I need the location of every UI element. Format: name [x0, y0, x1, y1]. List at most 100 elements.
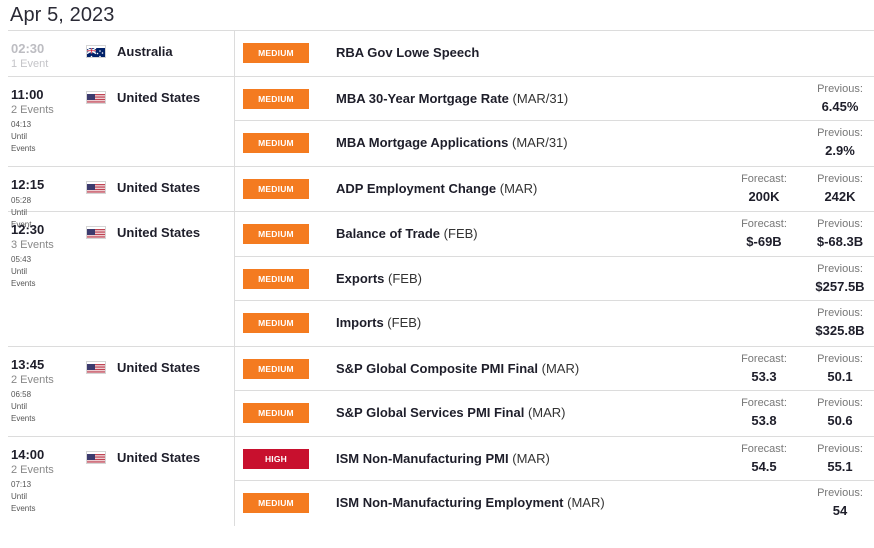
countdown-line: Events: [11, 503, 36, 513]
previous: Previous: 50.6: [805, 397, 874, 428]
event-period: (MAR): [512, 450, 550, 466]
forecast-label: Forecast:: [741, 442, 787, 455]
countdown-line: Until: [11, 491, 28, 501]
previous: Previous: $257.5B: [805, 263, 874, 294]
event-time: 13:45: [11, 356, 45, 372]
countdown: 05:28 Until Event: [11, 195, 81, 231]
us-flag-icon: [86, 90, 106, 104]
event-row[interactable]: MEDIUM Exports (FEB) Previous: $257.5B: [235, 257, 874, 301]
time-column: 11:00 2 Events 04:13 Until Events: [11, 77, 81, 155]
forecast: Forecast: $-69B: [729, 218, 799, 249]
event-count: 2 Events: [11, 103, 54, 116]
previous-label: Previous:: [817, 127, 863, 139]
forecast-label: Forecast:: [741, 397, 787, 409]
previous-label: Previous:: [817, 262, 863, 275]
event-row[interactable]: HIGH ISM Non-Manufacturing PMI (MAR) Forec…: [235, 437, 874, 481]
event-list: MEDIUM S&P Global Composite PMI Final (MA…: [235, 347, 874, 436]
countdown-line: Events: [11, 279, 36, 288]
event-period: (FEB): [388, 270, 422, 286]
impact-badge: MEDIUM: [243, 493, 309, 513]
event-group: 12:30 3 Events 05:43 Until Events United Stat…: [8, 212, 874, 347]
event-row[interactable]: MEDIUM ISM Non-Manufacturing Employment (…: [235, 481, 874, 526]
event-name[interactable]: Balance of Trade (FEB): [336, 226, 478, 241]
impact-badge: MEDIUM: [243, 403, 309, 423]
event-name[interactable]: ISM Non-Manufacturing PMI (MAR): [336, 451, 550, 466]
event-row[interactable]: MEDIUM S&P Global Composite PMI Final (MA…: [235, 347, 874, 391]
previous-value: $325.8B: [815, 323, 865, 338]
event-name[interactable]: ISM Non-Manufacturing Employment (MAR): [336, 495, 605, 510]
event-name[interactable]: Imports (FEB): [336, 315, 421, 330]
previous-label: Previous:: [817, 82, 863, 95]
event-name[interactable]: Exports (FEB): [336, 271, 422, 286]
time-column: 13:45 2 Events 06:58 Until Events: [11, 347, 81, 425]
countdown: 06:58 Until Events: [11, 389, 81, 425]
forecast-value: $-69B: [746, 234, 782, 249]
country: United States: [86, 450, 200, 465]
divider: [8, 30, 874, 31]
event-time: 12:30: [11, 222, 45, 237]
time-column: 12:15 05:28 Until Event: [11, 167, 81, 231]
event-row[interactable]: MEDIUM MBA Mortgage Applications (MAR/31)…: [235, 121, 874, 166]
countdown-line: 05:43: [11, 255, 32, 264]
previous: Previous: $-68.3B: [805, 218, 874, 249]
forecast-label: Forecast:: [741, 352, 787, 365]
impact-badge: MEDIUM: [243, 313, 309, 333]
country: United States: [86, 360, 200, 375]
event-list: MEDIUM RBA Gov Lowe Speech: [235, 31, 874, 76]
event-group: 12:15 05:28 Until Event United States MEDIUM A…: [8, 166, 874, 229]
countdown-line: 06:58: [11, 389, 32, 399]
event-row[interactable]: MEDIUM RBA Gov Lowe Speech: [235, 31, 874, 76]
event-name[interactable]: RBA Gov Lowe Speech: [336, 45, 479, 60]
forecast: Forecast: 53.8: [729, 397, 799, 428]
previous: Previous: 242K: [805, 173, 874, 204]
event-count: 3 Events: [11, 239, 54, 251]
event-period: (MAR): [499, 180, 538, 196]
country-name: United States: [117, 449, 201, 465]
country: United States: [86, 225, 200, 240]
event-name[interactable]: S&P Global Services PMI Final (MAR): [336, 405, 566, 420]
event-title: RBA Gov Lowe Speech: [336, 45, 480, 60]
divider: [234, 76, 235, 166]
impact-badge: MEDIUM: [243, 268, 309, 289]
previous-label: Previous:: [817, 218, 863, 230]
event-row[interactable]: MEDIUM Imports (FEB) Previous: $325.8B: [235, 301, 874, 346]
event-list: MEDIUM ADP Employment Change (MAR) Forecas…: [235, 167, 874, 212]
forecast-value: 53.8: [751, 413, 777, 428]
countdown: 07:13 Until Events: [11, 479, 81, 515]
countdown-line: Until: [11, 131, 28, 141]
impact-badge: MEDIUM: [243, 43, 309, 63]
event-period: (FEB): [387, 315, 422, 330]
event-row[interactable]: MEDIUM ADP Employment Change (MAR) Forecas…: [235, 167, 874, 212]
previous: Previous: 55.1: [805, 443, 874, 474]
us-flag-icon: [86, 180, 106, 194]
country: Australia: [86, 44, 173, 59]
previous-label: Previous:: [817, 487, 863, 499]
previous-label: Previous:: [817, 352, 863, 365]
event-row[interactable]: MEDIUM S&P Global Services PMI Final (MAR…: [235, 391, 874, 436]
event-title: MBA Mortgage Applications: [336, 135, 509, 150]
event-name[interactable]: S&P Global Composite PMI Final (MAR): [336, 361, 579, 376]
previous: Previous: 54: [805, 487, 874, 518]
divider: [234, 212, 235, 346]
forecast-label: Forecast:: [741, 218, 787, 230]
date-header: Apr 5, 2023: [10, 4, 115, 26]
event-name[interactable]: MBA Mortgage Applications (MAR/31): [336, 135, 568, 150]
event-period: (MAR): [527, 405, 566, 420]
event-name[interactable]: MBA 30-Year Mortgage Rate (MAR/31): [336, 91, 568, 106]
event-count: 2 Events: [11, 373, 54, 386]
previous-value: $257.5B: [815, 278, 865, 294]
event-name[interactable]: ADP Employment Change (MAR): [336, 181, 537, 196]
event-title: ADP Employment Change: [336, 180, 497, 196]
economic-calendar: 02:30 1 Event Australia MEDIUM RBA Gov Lowe …: [8, 31, 874, 526]
event-row[interactable]: MEDIUM MBA 30-Year Mortgage Rate (MAR/31)…: [235, 77, 874, 121]
event-row[interactable]: MEDIUM Balance of Trade (FEB) Forecast: $-6…: [235, 212, 874, 257]
event-title: Balance of Trade: [336, 226, 441, 241]
previous-value: 55.1: [827, 458, 853, 474]
event-list: MEDIUM MBA 30-Year Mortgage Rate (MAR/31)…: [235, 77, 874, 166]
previous-label: Previous:: [817, 172, 863, 185]
countdown-line: Until: [11, 207, 28, 217]
previous-value: 50.1: [827, 368, 853, 384]
forecast-value: 200K: [748, 188, 780, 204]
forecast-value: 54.5: [751, 458, 777, 474]
event-time: 14:00: [11, 446, 45, 462]
